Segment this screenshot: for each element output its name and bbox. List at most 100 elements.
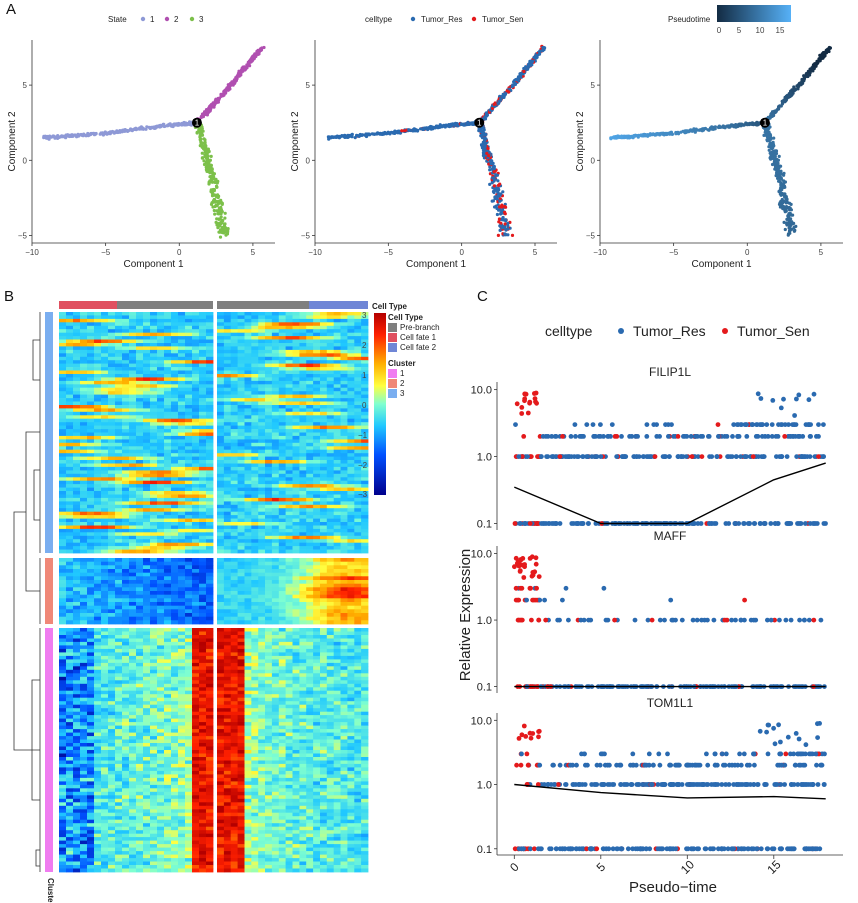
- heatmap-cell: [278, 325, 287, 330]
- heatmap-cell: [271, 456, 280, 461]
- heatmap-cell: [340, 356, 348, 361]
- heatmap-cell: [171, 422, 179, 426]
- heatmap-cell: [115, 473, 123, 478]
- heatmap-cell: [313, 346, 321, 351]
- heatmap-cell: [115, 477, 123, 482]
- heatmap-cell: [143, 367, 151, 371]
- heatmap-cell: [150, 466, 158, 471]
- heatmap-cell: [285, 470, 293, 475]
- cell-point: [734, 124, 738, 128]
- cell-point: [497, 194, 501, 198]
- heatmap-cell: [59, 487, 67, 492]
- cell-point: [407, 128, 411, 132]
- heatmap-cell: [292, 460, 300, 464]
- heatmap-cell: [347, 356, 355, 361]
- heatmap-cell: [237, 453, 245, 457]
- heatmap-cell: [271, 460, 280, 464]
- heatmap-cell: [80, 401, 88, 406]
- heatmap-cell: [59, 439, 67, 444]
- heatmap-cell: [94, 497, 102, 502]
- heatmap-cell: [333, 339, 341, 344]
- heatmap-cell: [101, 494, 109, 499]
- cell-point: [254, 54, 258, 59]
- heatmap-cell: [230, 360, 238, 364]
- heatmap-cell: [129, 325, 137, 330]
- cell-point: [219, 205, 223, 209]
- heatmap-cell: [143, 453, 151, 457]
- heatmap-cell: [108, 322, 116, 327]
- heatmap-cell: [157, 398, 165, 402]
- heatmap-cell: [271, 422, 280, 426]
- heatmap-cell: [150, 363, 158, 368]
- heatmap-cell: [326, 325, 335, 330]
- heatmap-cell: [244, 491, 252, 495]
- heatmap-cell: [73, 487, 81, 492]
- heatmap-cell: [217, 329, 225, 333]
- heatmap-cell: [223, 411, 232, 416]
- pt-tick-10: 10: [756, 26, 765, 35]
- heatmap-cell: [251, 480, 259, 485]
- heatmap-cell: [306, 494, 314, 499]
- heatmap-cell: [271, 374, 280, 378]
- heatmap-cell: [237, 325, 245, 330]
- heatmap-cell: [320, 418, 328, 423]
- heatmap-cell: [136, 356, 144, 361]
- heatmap-cell: [157, 449, 165, 454]
- heatmap-cell: [313, 456, 321, 461]
- cell-point: [400, 129, 404, 133]
- heatmap-cell: [333, 329, 341, 333]
- heatmap-cell: [178, 408, 186, 413]
- heatmap-cell: [354, 470, 362, 475]
- state-1-label: 1: [150, 15, 155, 24]
- heatmap-cell: [157, 429, 165, 433]
- heatmap-cell: [171, 374, 179, 378]
- heatmap-cell: [122, 432, 130, 437]
- heatmap-cell: [59, 349, 67, 354]
- heatmap-cell: [199, 360, 207, 364]
- heatmap-cell: [73, 453, 81, 457]
- heatmap-cell: [73, 411, 81, 416]
- heatmap-cell: [278, 497, 287, 502]
- heatmap-cell: [157, 484, 165, 488]
- heatmap-cell: [150, 370, 158, 375]
- heatmap-cell: [278, 380, 287, 385]
- cell-point: [488, 165, 492, 169]
- heatmap-cell: [237, 415, 245, 420]
- heatmap-cell: [292, 380, 300, 385]
- heatmap-cell: [108, 418, 116, 423]
- heatmap-cell: [347, 429, 355, 433]
- heatmap-cell: [108, 370, 116, 375]
- heatmap-cell: [333, 487, 341, 492]
- heatmap-cell: [306, 363, 314, 368]
- heatmap-cell: [129, 363, 137, 368]
- cell-point: [806, 74, 810, 79]
- heatmap-cell: [251, 394, 259, 399]
- heatmap-cell: [340, 411, 348, 416]
- heatmap-cell: [230, 332, 238, 337]
- heatmap-cell: [206, 453, 214, 457]
- heatmap-cell: [340, 322, 348, 327]
- heatmap-cell: [285, 429, 293, 433]
- heatmap-cell: [347, 497, 355, 502]
- heatmap-cell: [185, 391, 193, 395]
- heatmap-cell: [129, 415, 137, 420]
- heatmap-cell: [237, 456, 245, 461]
- heatmap-cell: [285, 432, 293, 437]
- heatmap-cell: [150, 349, 158, 354]
- heatmap-cell: [217, 356, 225, 361]
- heatmap-cell: [129, 380, 137, 385]
- heatmap-cell: [223, 325, 232, 330]
- heatmap-cell: [192, 494, 200, 499]
- heatmap-cell: [237, 439, 245, 444]
- cell-point: [530, 59, 535, 63]
- heatmap-cell: [292, 367, 300, 371]
- heatmap-cell: [59, 346, 67, 351]
- heatmap-cell: [94, 429, 102, 433]
- heatmap-cell: [171, 432, 179, 437]
- heatmap-cell: [278, 339, 287, 344]
- heatmap-cell: [244, 343, 252, 347]
- cell-point: [490, 199, 494, 203]
- heatmap-cell: [347, 487, 355, 492]
- heatmap-cell: [320, 446, 328, 451]
- cell-point: [220, 93, 224, 97]
